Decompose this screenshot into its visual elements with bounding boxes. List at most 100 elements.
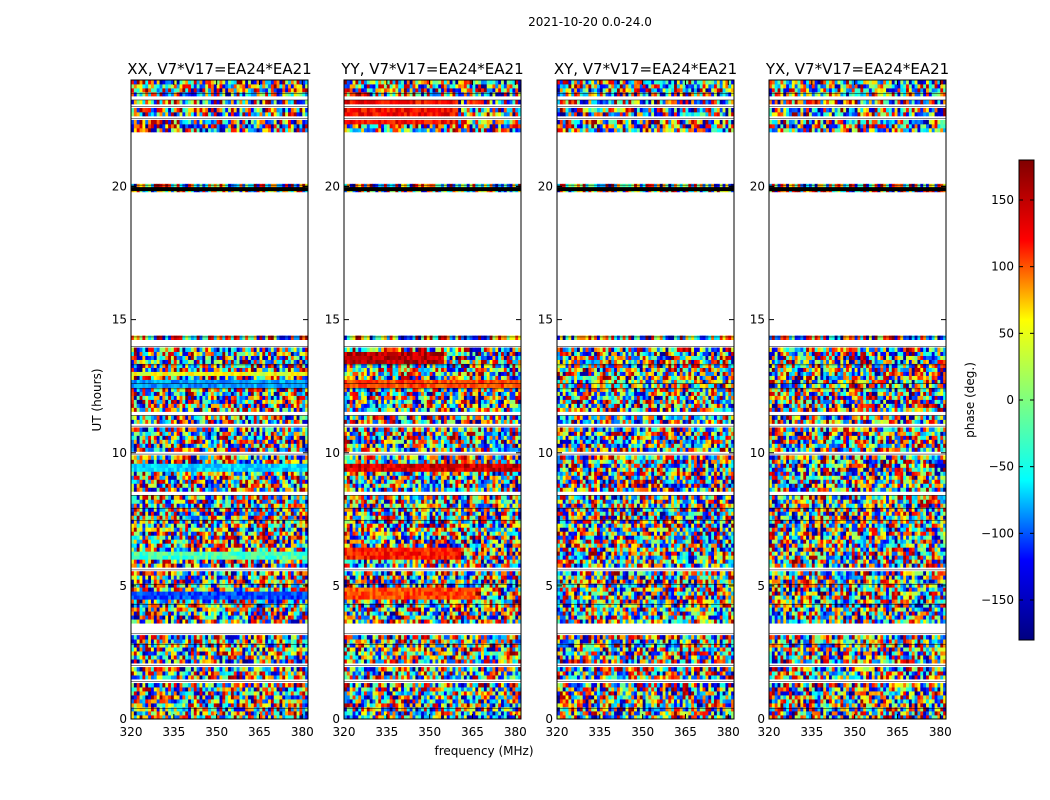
heatmap-cell [220,695,223,699]
heatmap-cell [220,579,223,583]
heatmap-cell [245,647,248,651]
heatmap-cell [228,647,231,651]
heatmap-cell [200,695,203,699]
heatmap-cell [231,651,234,655]
heatmap-cell [165,595,168,599]
heatmap-cell [162,691,165,695]
heatmap-cell [194,703,197,707]
heatmap-cell [205,695,208,699]
heatmap-cell [237,683,240,687]
heatmap-cell [279,647,282,651]
heatmap-cell [265,615,268,619]
heatmap-cell [200,711,203,715]
heatmap-cell [242,659,245,663]
heatmap-cell [185,695,188,699]
heatmap-cell [148,615,151,619]
heatmap-cell [271,683,274,687]
heatmap-cell [225,591,228,595]
heatmap-cell [245,635,248,639]
heatmap-cell [302,655,305,659]
heatmap-cell [137,575,140,579]
heatmap-cell [262,643,265,647]
heatmap-cell [220,643,223,647]
heatmap-cell [302,691,305,695]
heatmap-cell [174,619,177,623]
heatmap-cell [157,675,160,679]
heatmap-cell [237,655,240,659]
heatmap-cell [291,599,294,603]
heatmap-cell [194,711,197,715]
heatmap-cell [237,667,240,671]
heatmap-cell [197,699,200,703]
heatmap-cell [239,687,242,691]
heatmap-cell [182,667,185,671]
heatmap-cell [248,591,251,595]
heatmap-cell [200,651,203,655]
heatmap-cell [208,643,211,647]
heatmap-cell [157,671,160,675]
heatmap-cell [248,583,251,587]
heatmap-cell [137,611,140,615]
heatmap-cell [134,607,137,611]
heatmap-cell [194,599,197,603]
heatmap-cell [162,659,165,663]
heatmap-cell [234,607,237,611]
heatmap-cell [191,583,194,587]
heatmap-cell [237,703,240,707]
heatmap-cell [294,707,297,711]
heatmap-cell [297,595,300,599]
heatmap-cell [157,643,160,647]
heatmap-cell [262,615,265,619]
heatmap-cell [259,687,262,691]
heatmap-cell [211,651,214,655]
heatmap-cell [211,587,214,591]
heatmap-cell [165,655,168,659]
heatmap-cell [165,611,168,615]
heatmap-cell [157,591,160,595]
heatmap-cell [294,699,297,703]
heatmap-cell [180,703,183,707]
heatmap-cell [228,691,231,695]
heatmap-cell [297,699,300,703]
heatmap-cell [257,599,260,603]
heatmap-cell [151,699,154,703]
heatmap-cell [302,635,305,639]
heatmap-cell [277,643,280,647]
heatmap-cell [142,635,145,639]
heatmap-cell [271,603,274,607]
heatmap-cell [171,643,174,647]
heatmap-cell [254,619,257,623]
heatmap-cell [160,635,163,639]
heatmap-cell [205,595,208,599]
heatmap-cell [160,583,163,587]
heatmap-cell [151,639,154,643]
heatmap-cell [185,611,188,615]
heatmap-cell [217,599,220,603]
heatmap-cell [208,587,211,591]
heatmap-cell [171,703,174,707]
heatmap-cell [188,635,191,639]
heatmap-cell [162,707,165,711]
heatmap-cell [217,651,220,655]
heatmap-cell [225,615,228,619]
heatmap-cell [274,651,277,655]
heatmap-cell [294,695,297,699]
heatmap-cell [165,671,168,675]
heatmap-cell [177,599,180,603]
heatmap-cell [168,635,171,639]
heatmap-cell [268,687,271,691]
heatmap-cell [242,703,245,707]
heatmap-cell [237,643,240,647]
heatmap-cell [208,595,211,599]
heatmap-cell [237,587,240,591]
heatmap-cell [234,587,237,591]
heatmap-cell [182,651,185,655]
heatmap-cell [294,599,297,603]
heatmap-cell [182,599,185,603]
heatmap-cell [242,695,245,699]
heatmap-cell [194,583,197,587]
heatmap-cell [200,643,203,647]
heatmap-cell [271,691,274,695]
heatmap-cell [165,615,168,619]
heatmap-cell [265,651,268,655]
